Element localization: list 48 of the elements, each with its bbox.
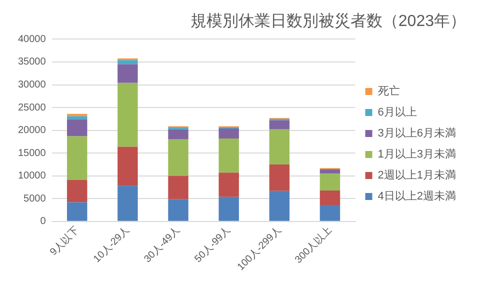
bar bbox=[168, 176, 188, 200]
y-tick-label: 35000 bbox=[18, 56, 46, 68]
bar bbox=[320, 169, 340, 174]
bar bbox=[218, 172, 239, 197]
x-tick-label: 9人以下 bbox=[48, 224, 82, 258]
bar bbox=[168, 139, 188, 176]
y-tick-label: 15000 bbox=[18, 148, 46, 159]
y-tick-label: 25000 bbox=[18, 102, 46, 114]
bar bbox=[66, 136, 88, 180]
chart-title: 規模別休業日数別被災者数（2023年） bbox=[190, 12, 466, 30]
bar bbox=[118, 82, 138, 147]
bar bbox=[118, 60, 138, 64]
bar bbox=[320, 205, 340, 221]
bar bbox=[66, 119, 88, 136]
bar bbox=[269, 190, 290, 221]
bar bbox=[118, 146, 138, 186]
x-tick-label: 300人以上 bbox=[292, 224, 334, 266]
y-tick-label: 30000 bbox=[18, 80, 46, 91]
y-tick-label: 20000 bbox=[18, 125, 46, 136]
bar bbox=[168, 199, 188, 221]
bar bbox=[66, 116, 88, 120]
bar bbox=[218, 196, 239, 221]
bar bbox=[269, 120, 290, 130]
x-tick-label: 50人-99人 bbox=[192, 224, 233, 265]
bar bbox=[118, 186, 138, 221]
legend-label: 3月以上6月未満 bbox=[378, 126, 456, 140]
bar bbox=[66, 202, 88, 221]
bar bbox=[269, 164, 290, 191]
bar bbox=[66, 180, 88, 202]
legend-label: 1月以上3月未満 bbox=[378, 148, 456, 161]
legend-label: 2週以上1月未満 bbox=[378, 168, 456, 182]
bar bbox=[118, 64, 138, 83]
legend-label: 6月以上 bbox=[378, 106, 417, 119]
bar bbox=[320, 190, 340, 206]
y-tick-label: 0 bbox=[40, 216, 46, 228]
bar bbox=[218, 138, 239, 173]
legend-label: 死亡 bbox=[378, 84, 400, 98]
y-tick-label: 40000 bbox=[18, 34, 46, 45]
bar bbox=[168, 129, 188, 140]
x-tick-label: 100人-299人 bbox=[236, 224, 284, 273]
legend-label: 4日以上2週未満 bbox=[378, 190, 456, 203]
y-tick-label: 10000 bbox=[18, 170, 46, 182]
x-tick-label: 10人-29人 bbox=[92, 224, 132, 265]
y-tick-label: 5000 bbox=[24, 193, 46, 204]
x-tick-label: 30人-49人 bbox=[142, 224, 182, 265]
bar bbox=[269, 129, 290, 164]
bar bbox=[320, 174, 340, 190]
bar bbox=[218, 128, 239, 139]
